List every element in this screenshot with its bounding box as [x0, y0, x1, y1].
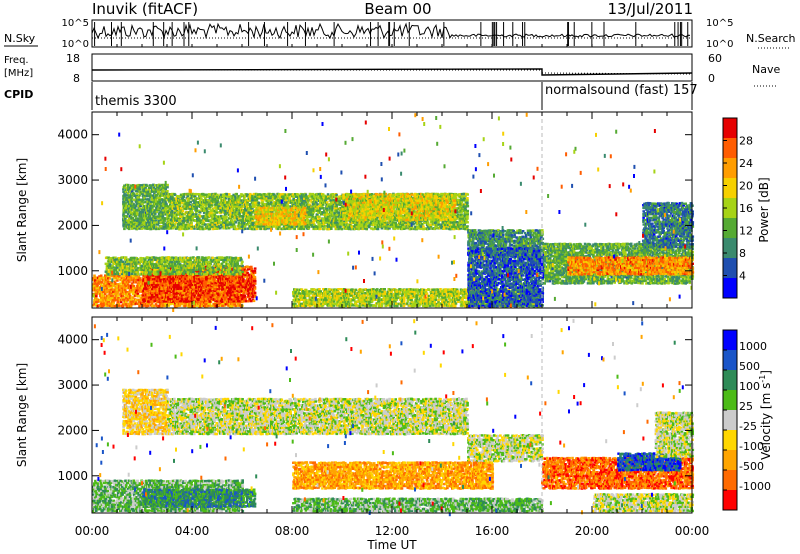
noise-right-tick-top: 10^5 [706, 18, 733, 29]
velocity-colorbar-tick-2: 100 [739, 380, 760, 393]
noise-search-label: N.Search [746, 32, 796, 45]
freq-panel [92, 54, 692, 81]
x-tick-6: 00:00 [675, 524, 710, 538]
velocity-colorbar-label: Velocity [m s-1] [758, 370, 773, 460]
x-tick-0: 00:00 [75, 524, 110, 538]
velocity-colorbar-swatch [723, 430, 737, 451]
velocity-colorbar-tick-1: 500 [739, 360, 760, 373]
velocity-y-axis-label: Slant Range [km] [15, 363, 29, 467]
power-colorbar-swatch [723, 178, 737, 199]
power-colorbar-tick-2: 12 [739, 225, 753, 238]
velocity-colorbar-tick-6: -500 [739, 460, 764, 473]
x-tick-4: 16:00 [475, 524, 510, 538]
velocity-y-tick-1: 2000 [57, 423, 88, 437]
velocity-y-tick-0: 1000 [57, 469, 88, 483]
velocity-colorbar-swatch [723, 450, 737, 471]
power-colorbar-tick-3: 16 [739, 202, 753, 215]
cpid-label: CPID [4, 88, 33, 101]
velocity-colorbar-tick-7: -1000 [739, 480, 771, 493]
velocity-colorbar-tick-4: -25 [739, 420, 757, 433]
velocity-colorbar-swatch [723, 410, 737, 431]
velocity-y-tick-3: 4000 [57, 333, 88, 347]
power-colorbar-swatch [723, 138, 737, 159]
power-y-tick-1: 2000 [57, 218, 88, 232]
velocity-colorbar-swatch [723, 370, 737, 391]
power-colorbar-swatch [723, 218, 737, 239]
power-colorbar-swatch [723, 118, 737, 139]
x-axis-label: Time UT [366, 538, 417, 552]
velocity-colorbar-tick-3: 25 [739, 400, 753, 413]
power-y-axis-label: Slant Range [km] [15, 158, 29, 262]
nave-right-tick-top: 60 [708, 52, 722, 65]
freq-left-tick-top: 18 [66, 52, 80, 65]
velocity-colorbar-swatch [723, 350, 737, 371]
velocity-colorbar-swatch [723, 490, 737, 511]
power-colorbar-swatch [723, 278, 737, 299]
power-colorbar-tick-4: 20 [739, 180, 753, 193]
noise-sky-label: N.Sky [4, 32, 36, 45]
x-tick-1: 04:00 [175, 524, 210, 538]
power-y-tick-3: 4000 [57, 128, 88, 142]
rti-plot: Inuvik (fitACF) Beam 00 13/Jul/2011 N.Sk… [0, 0, 800, 554]
nave-label: Nave [752, 63, 780, 76]
power-colorbar-tick-1: 8 [739, 247, 746, 260]
power-colorbar-tick-6: 28 [739, 135, 753, 148]
velocity-panel: 1000 2000 3000 4000 Slant Range [km] [15, 317, 694, 516]
x-tick-5: 20:00 [575, 524, 610, 538]
power-colorbar-swatch [723, 158, 737, 179]
nave-right-tick-bottom: 0 [708, 72, 715, 85]
x-tick-3: 12:00 [375, 524, 410, 538]
freq-unit-label: [MHz] [4, 68, 33, 79]
noise-left-tick-top: 10^5 [62, 18, 89, 29]
cpid-mode-2: normalsound (fast) 157 [545, 83, 698, 98]
noise-left-tick-bottom: 10^0 [62, 39, 89, 50]
beam-title: Beam 00 [364, 0, 431, 18]
power-colorbar-tick-0: 4 [739, 270, 746, 283]
date-title: 13/Jul/2011 [608, 0, 693, 18]
cpid-mode-1: themis 3300 [95, 94, 177, 109]
velocity-y-tick-2: 3000 [57, 378, 88, 392]
power-y-tick-2: 3000 [57, 173, 88, 187]
velocity-colorbar-swatch [723, 330, 737, 351]
power-y-tick-0: 1000 [57, 264, 88, 278]
power-panel: 1000 2000 3000 4000 Slant Range [km] [15, 112, 694, 312]
station-title: Inuvik (fitACF) [92, 0, 198, 18]
power-colorbar-swatch [723, 238, 737, 259]
velocity-colorbar-tick-0: 1000 [739, 340, 767, 353]
freq-label: Freq. [4, 55, 29, 66]
noise-right-tick-bottom: 10^0 [706, 39, 733, 50]
power-colorbar: 4 8 12 16 20 24 28 [723, 118, 753, 299]
velocity-colorbar-swatch [723, 390, 737, 411]
freq-left-tick-bottom: 8 [73, 72, 80, 85]
power-colorbar-label: Power [dB] [757, 177, 771, 242]
velocity-colorbar-swatch [723, 470, 737, 491]
x-tick-2: 08:00 [275, 524, 310, 538]
power-colorbar-tick-5: 24 [739, 157, 753, 170]
